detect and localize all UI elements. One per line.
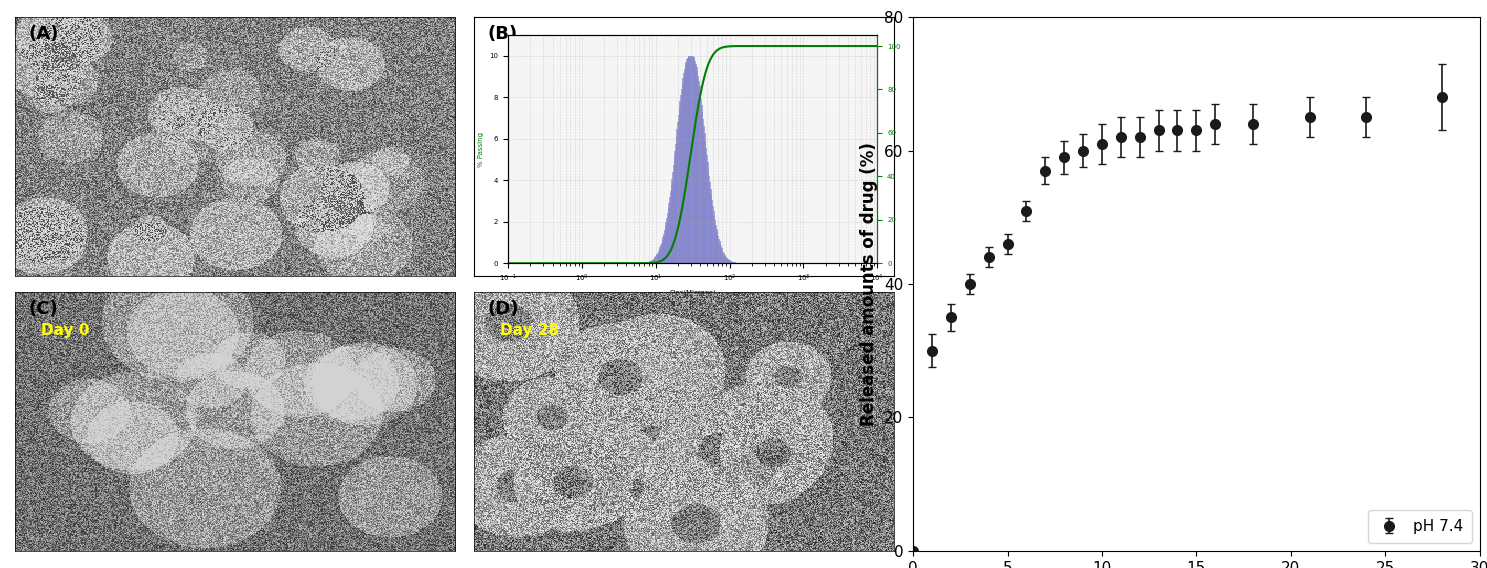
Text: Day 0: Day 0 bbox=[42, 323, 89, 338]
Legend: pH 7.4: pH 7.4 bbox=[1368, 510, 1472, 544]
Y-axis label: Released amounts of drug (%): Released amounts of drug (%) bbox=[861, 142, 879, 426]
Text: (C): (C) bbox=[28, 299, 58, 318]
Text: Day 28: Day 28 bbox=[500, 323, 559, 338]
Text: (B): (B) bbox=[488, 25, 517, 43]
Text: (A): (A) bbox=[28, 25, 58, 43]
Text: (D): (D) bbox=[488, 299, 519, 318]
Text: (E): (E) bbox=[822, 0, 854, 1]
